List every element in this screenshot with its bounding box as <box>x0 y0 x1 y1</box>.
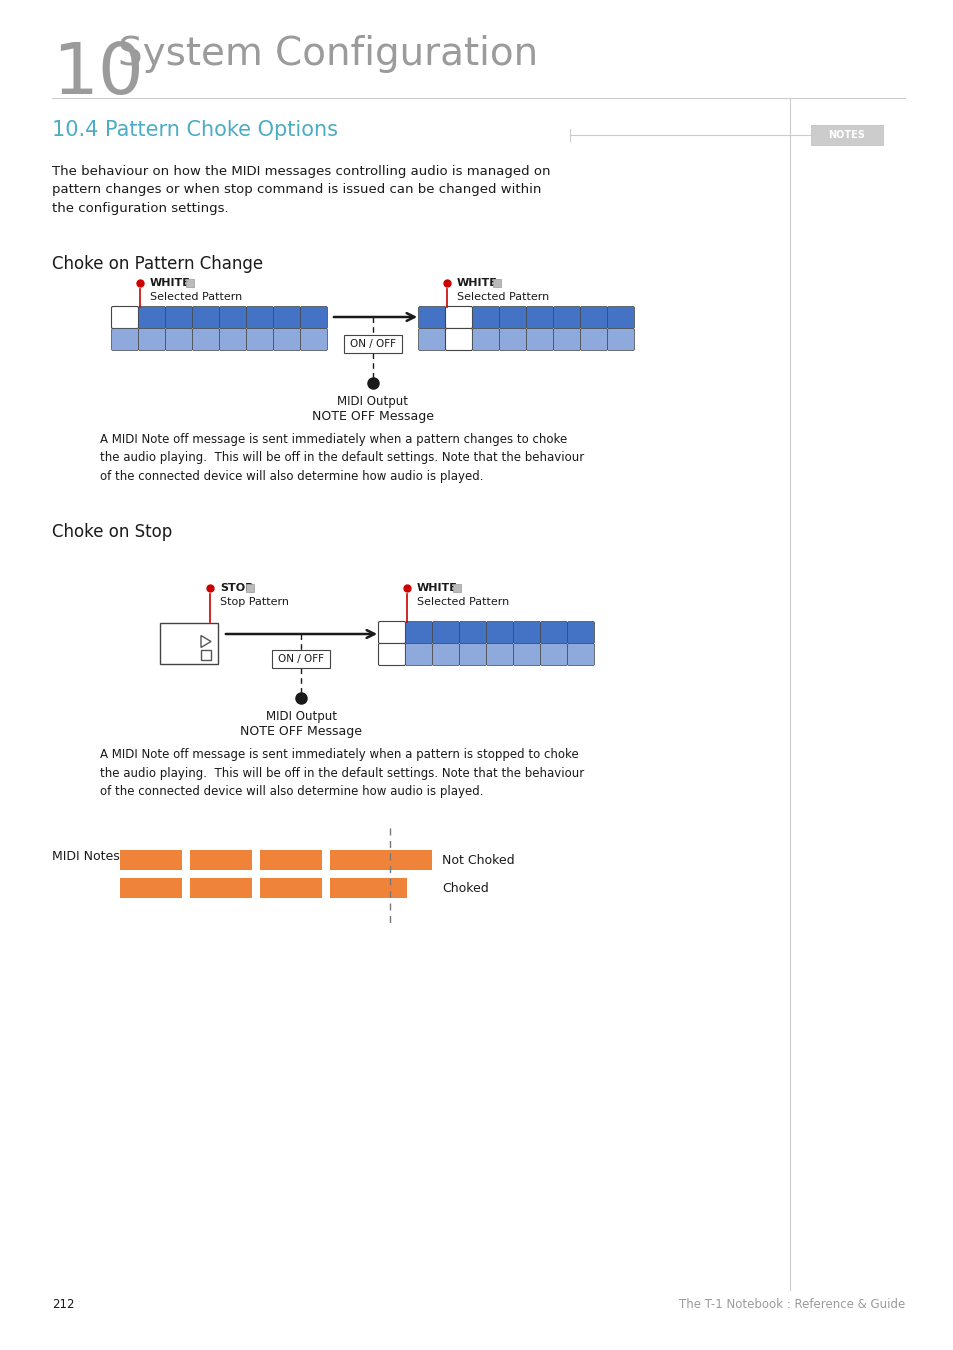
Bar <box>190 878 252 898</box>
FancyBboxPatch shape <box>526 306 553 328</box>
Text: 10.4 Pattern Choke Options: 10.4 Pattern Choke Options <box>52 120 337 140</box>
Text: Selected Pattern: Selected Pattern <box>456 292 549 302</box>
FancyBboxPatch shape <box>810 126 882 144</box>
FancyBboxPatch shape <box>112 306 138 328</box>
Bar <box>273 649 330 668</box>
FancyBboxPatch shape <box>567 644 594 666</box>
FancyBboxPatch shape <box>499 328 526 351</box>
Text: ON / OFF: ON / OFF <box>350 339 395 350</box>
FancyBboxPatch shape <box>138 306 165 328</box>
Text: The T-1 Notebook : Reference & Guide: The T-1 Notebook : Reference & Guide <box>678 1299 904 1311</box>
Text: Choke on Stop: Choke on Stop <box>52 522 172 541</box>
FancyBboxPatch shape <box>579 328 607 351</box>
Bar <box>493 279 500 288</box>
FancyBboxPatch shape <box>193 306 219 328</box>
Bar <box>201 649 211 660</box>
Bar <box>246 585 253 593</box>
FancyBboxPatch shape <box>445 328 472 351</box>
Text: 10: 10 <box>52 40 144 109</box>
FancyBboxPatch shape <box>540 644 567 666</box>
Text: MIDI Output: MIDI Output <box>337 396 408 408</box>
Text: A MIDI Note off message is sent immediately when a pattern changes to choke
the : A MIDI Note off message is sent immediat… <box>100 433 583 483</box>
Bar <box>260 878 322 898</box>
Bar <box>330 850 392 869</box>
Bar <box>330 878 392 898</box>
Bar <box>344 335 401 352</box>
Text: The behaviour on how the MIDI messages controlling audio is managed on
pattern c: The behaviour on how the MIDI messages c… <box>52 165 550 215</box>
Bar <box>392 850 432 869</box>
FancyBboxPatch shape <box>513 621 540 644</box>
FancyBboxPatch shape <box>300 306 327 328</box>
Bar <box>190 850 252 869</box>
Bar <box>160 622 218 664</box>
Text: WHITE: WHITE <box>150 278 191 288</box>
Text: Choke on Pattern Change: Choke on Pattern Change <box>52 255 263 273</box>
FancyBboxPatch shape <box>112 328 138 351</box>
FancyBboxPatch shape <box>432 621 459 644</box>
Text: Not Choked: Not Choked <box>441 853 514 867</box>
Text: MIDI Output: MIDI Output <box>266 710 336 724</box>
FancyBboxPatch shape <box>579 306 607 328</box>
FancyBboxPatch shape <box>486 621 513 644</box>
FancyBboxPatch shape <box>540 621 567 644</box>
FancyBboxPatch shape <box>526 328 553 351</box>
FancyBboxPatch shape <box>418 328 445 351</box>
Text: Selected Pattern: Selected Pattern <box>416 597 509 608</box>
FancyBboxPatch shape <box>378 644 405 666</box>
Text: NOTE OFF Message: NOTE OFF Message <box>312 410 434 423</box>
Text: STOP: STOP <box>220 583 253 593</box>
FancyBboxPatch shape <box>459 621 486 644</box>
Text: A MIDI Note off message is sent immediately when a pattern is stopped to choke
t: A MIDI Note off message is sent immediat… <box>100 748 583 798</box>
FancyBboxPatch shape <box>246 306 274 328</box>
Text: ON / OFF: ON / OFF <box>278 653 324 664</box>
Text: Selected Pattern: Selected Pattern <box>150 292 242 302</box>
FancyBboxPatch shape <box>459 644 486 666</box>
Text: NOTE OFF Message: NOTE OFF Message <box>240 725 362 738</box>
Bar <box>120 878 182 898</box>
FancyBboxPatch shape <box>274 328 300 351</box>
Text: NOTES: NOTES <box>828 130 864 140</box>
FancyBboxPatch shape <box>418 306 445 328</box>
FancyBboxPatch shape <box>219 328 246 351</box>
FancyBboxPatch shape <box>138 328 165 351</box>
FancyBboxPatch shape <box>300 328 327 351</box>
FancyBboxPatch shape <box>472 328 499 351</box>
FancyBboxPatch shape <box>274 306 300 328</box>
Text: 212: 212 <box>52 1299 74 1311</box>
Text: System Configuration: System Configuration <box>118 35 537 73</box>
FancyBboxPatch shape <box>513 644 540 666</box>
Text: Choked: Choked <box>441 882 488 895</box>
Bar <box>392 878 407 898</box>
FancyBboxPatch shape <box>405 621 432 644</box>
Bar <box>186 279 193 288</box>
FancyBboxPatch shape <box>246 328 274 351</box>
Text: MIDI Notes: MIDI Notes <box>52 849 120 863</box>
FancyBboxPatch shape <box>445 306 472 328</box>
FancyBboxPatch shape <box>405 644 432 666</box>
FancyBboxPatch shape <box>472 306 499 328</box>
FancyBboxPatch shape <box>499 306 526 328</box>
FancyBboxPatch shape <box>553 328 579 351</box>
Bar <box>260 850 322 869</box>
Bar <box>120 850 182 869</box>
FancyBboxPatch shape <box>607 328 634 351</box>
FancyBboxPatch shape <box>378 621 405 644</box>
FancyBboxPatch shape <box>165 328 193 351</box>
FancyBboxPatch shape <box>432 644 459 666</box>
FancyBboxPatch shape <box>553 306 579 328</box>
FancyBboxPatch shape <box>193 328 219 351</box>
FancyBboxPatch shape <box>165 306 193 328</box>
Text: Stop Pattern: Stop Pattern <box>220 597 289 608</box>
Text: WHITE: WHITE <box>456 278 497 288</box>
FancyBboxPatch shape <box>219 306 246 328</box>
Bar <box>453 585 460 593</box>
Text: WHITE: WHITE <box>416 583 457 593</box>
FancyBboxPatch shape <box>567 621 594 644</box>
FancyBboxPatch shape <box>607 306 634 328</box>
FancyBboxPatch shape <box>486 644 513 666</box>
